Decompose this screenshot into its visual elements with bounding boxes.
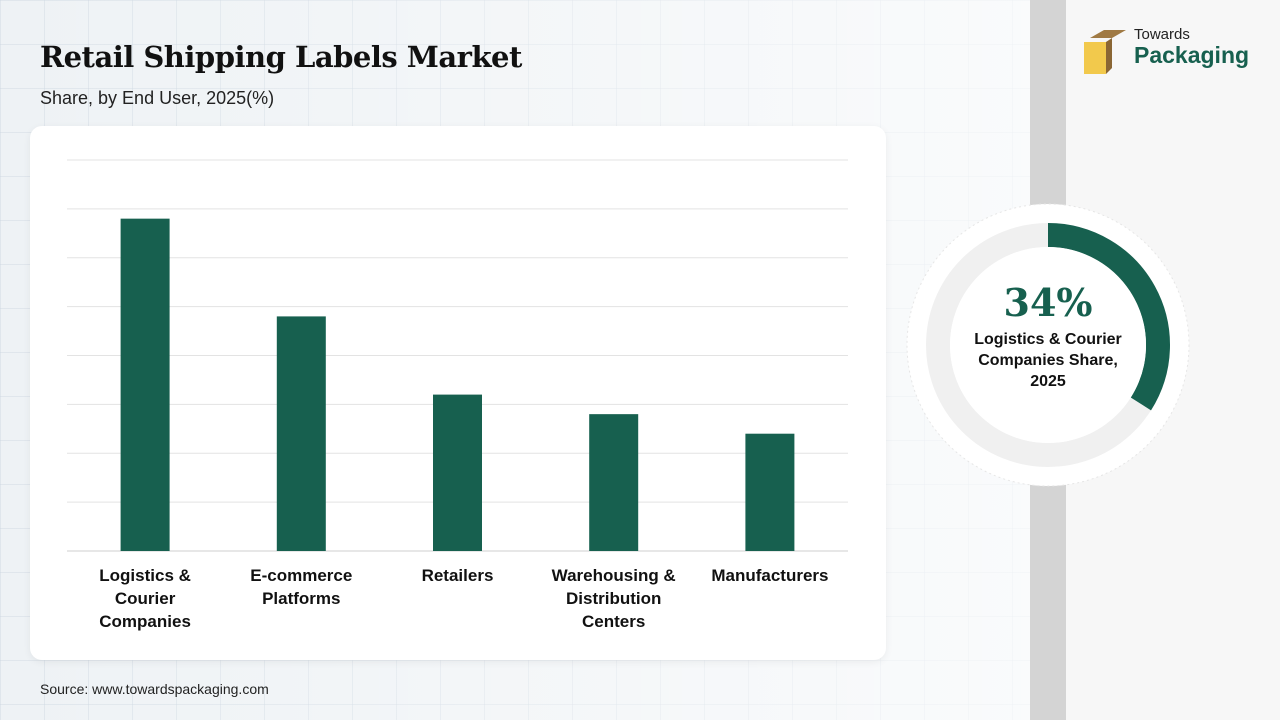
- highlight-donut: 34% Logistics & Courier Companies Share,…: [906, 203, 1190, 487]
- logo-line2: Packaging: [1134, 42, 1250, 68]
- chart-card: Logistics & Courier Companies E-commerce Pla…: [30, 126, 886, 660]
- brand-logo: Towards Packaging: [1082, 26, 1262, 78]
- bar-chart: Logistics & Courier Companies E-commerce Pla…: [67, 159, 848, 631]
- bar: [120, 218, 170, 551]
- donut-center: 34% Logistics & Courier Companies Share,…: [906, 203, 1190, 487]
- box-icon: [1084, 30, 1126, 74]
- source-note: Source: www.towardspackaging.com: [40, 681, 269, 697]
- highlight-label: Logistics & Courier Companies Share, 202…: [974, 331, 1122, 390]
- x-tick-label: Logistics & Courier Companies: [99, 566, 191, 631]
- highlight-value: 34%: [1003, 280, 1093, 325]
- x-tick-label: Warehousing & Distribution Centers: [552, 566, 676, 631]
- logo-line1: Towards: [1134, 26, 1190, 43]
- bar: [276, 316, 326, 551]
- donut-inner: [950, 247, 1146, 443]
- x-tick-label: Retailers: [422, 566, 494, 585]
- donut-chart: [906, 203, 1190, 487]
- donut-arc: [1047, 223, 1170, 411]
- bar: [745, 433, 795, 551]
- chart-title: Retail Shipping Labels Market: [40, 40, 522, 74]
- x-tick-label: E-commerce Platforms: [250, 566, 352, 608]
- bar: [589, 414, 639, 551]
- x-tick-label: Manufacturers: [711, 566, 828, 585]
- bar: [433, 394, 482, 551]
- chart-subtitle: Share, by End User, 2025(%): [40, 88, 275, 108]
